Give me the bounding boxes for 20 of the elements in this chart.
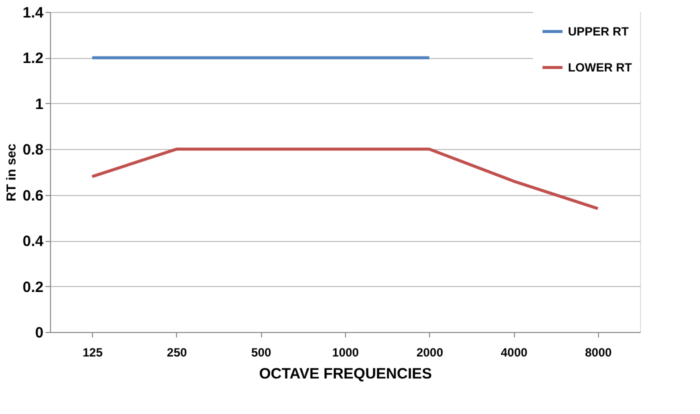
y-axis-title: RT in sec — [4, 144, 19, 202]
y-tick-label: 0.4 — [22, 233, 44, 250]
x-tick-label: 8000 — [585, 346, 612, 360]
legend-label: LOWER RT — [568, 60, 633, 74]
x-tick-label: 125 — [82, 346, 103, 360]
x-tick-label: 250 — [166, 346, 188, 360]
x-tick-label: 4000 — [500, 346, 528, 360]
x-tick-label: 500 — [251, 346, 272, 360]
y-tick-label: 0.2 — [22, 278, 44, 296]
x-tick-label: 2000 — [416, 346, 444, 360]
line-series — [90, 148, 600, 210]
x-axis-title: OCTAVE FREQUENCIES — [259, 366, 432, 382]
y-tick-label: 0.8 — [22, 142, 44, 159]
y-tick-label: 0.6 — [22, 187, 44, 204]
y-tick-label: 1.4 — [22, 4, 44, 22]
y-tick-label: 1.2 — [22, 50, 44, 68]
y-tick-label: 1 — [35, 96, 44, 113]
y-tick-label: 0 — [35, 324, 44, 342]
legend-label: UPPER RT — [568, 24, 630, 38]
x-tick-label: 1000 — [332, 346, 360, 360]
